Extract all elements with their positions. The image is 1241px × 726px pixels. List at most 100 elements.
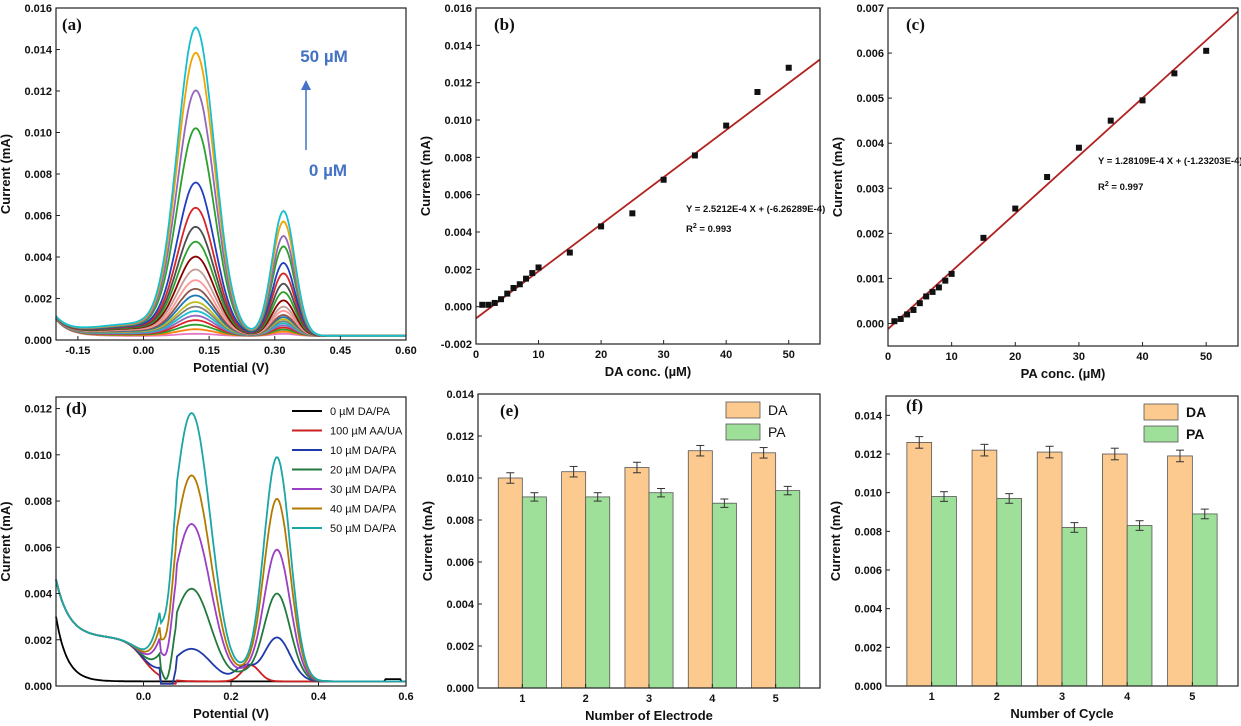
data-point bbox=[1171, 70, 1178, 77]
voltammogram-curve bbox=[55, 579, 406, 683]
y-tick-label: 0.007 bbox=[856, 3, 884, 15]
panel-label: (a) bbox=[62, 15, 82, 34]
x-tick-label: 3 bbox=[1059, 691, 1065, 703]
data-point bbox=[891, 318, 898, 325]
y-tick-label: 0.005 bbox=[856, 93, 884, 105]
bar-da bbox=[1102, 453, 1128, 687]
bar-da bbox=[906, 441, 933, 687]
bar-da bbox=[971, 449, 998, 687]
plot-frame bbox=[477, 393, 821, 689]
y-tick-label: 0.014 bbox=[446, 389, 474, 401]
data-point bbox=[510, 285, 517, 291]
y-axis-label: Current (mA) bbox=[0, 134, 13, 214]
x-tick-label: 30 bbox=[1073, 351, 1085, 363]
x-tick-label: 3 bbox=[646, 693, 652, 705]
r2-superscript: 2 bbox=[1105, 181, 1109, 188]
x-tick-label: 10 bbox=[532, 349, 544, 361]
x-tick-label: 40 bbox=[1136, 351, 1148, 363]
panel-f: 1 2 3 4 5 0.000 0.002 0.004 0.006 0.008 0.010 0.012… bbox=[828, 395, 1239, 721]
r2-prefix: R bbox=[686, 224, 693, 235]
bar-da bbox=[497, 477, 523, 689]
x-tick-label: 40 bbox=[720, 349, 732, 361]
data-point bbox=[948, 270, 955, 277]
legend-label: PA bbox=[768, 424, 786, 440]
bar-pa bbox=[711, 502, 737, 689]
x-tick-label: 0 bbox=[885, 351, 891, 363]
plot-frame bbox=[55, 396, 407, 687]
y-tick-label: 0.002 bbox=[444, 264, 472, 276]
x-tick-label: 0.6 bbox=[398, 691, 413, 703]
voltammogram-curve bbox=[55, 411, 406, 683]
y-tick-label: 0.012 bbox=[446, 431, 474, 443]
y-tick-label: 0.008 bbox=[24, 169, 52, 181]
data-point bbox=[629, 210, 636, 217]
data-point bbox=[691, 152, 698, 159]
bar-da bbox=[1167, 455, 1193, 687]
x-tick-label: 0.2 bbox=[223, 691, 238, 703]
panel-a: 0.000 0.002 0.004 0.006 0.008 0.010 0.012 0.014… bbox=[0, 3, 417, 375]
r-squared-label: R2 = 0.993 bbox=[686, 223, 731, 235]
y-tick-label: 0.010 bbox=[854, 488, 882, 500]
y-tick-label: 0.004 bbox=[856, 138, 884, 150]
bar-da bbox=[1036, 451, 1063, 687]
bar-da bbox=[687, 450, 713, 689]
x-tick-label: 0.00 bbox=[133, 345, 154, 357]
y-tick-label: 0.000 bbox=[856, 318, 884, 330]
panel-b: -0.002 0.000 0.002 0.004 0.006 0.008 0.010 0.01… bbox=[418, 3, 825, 379]
bar-pa bbox=[1191, 513, 1218, 687]
x-tick-label: 5 bbox=[1189, 691, 1195, 703]
data-point bbox=[785, 64, 792, 71]
y-tick-label: 0.002 bbox=[856, 228, 884, 240]
annotation-bottom: 0 µM bbox=[309, 161, 347, 180]
bar-pa bbox=[648, 492, 674, 689]
bar-da bbox=[624, 467, 650, 689]
panel-label: (f) bbox=[906, 396, 923, 415]
fit-line bbox=[887, 10, 1239, 330]
voltammogram-curve bbox=[55, 127, 406, 337]
data-point bbox=[504, 290, 511, 297]
fit-equation: Y = 2.5212E-4 X + (-6.26289E-4) bbox=[686, 204, 825, 215]
data-point bbox=[904, 311, 911, 318]
data-point bbox=[1203, 47, 1210, 54]
bar-pa bbox=[931, 496, 957, 687]
y-tick-label: 0.006 bbox=[446, 557, 474, 569]
legend-label: 0 µM DA/PA bbox=[330, 406, 391, 418]
bar-pa bbox=[585, 496, 611, 689]
y-tick-label: 0.008 bbox=[24, 496, 52, 508]
panel-label: (b) bbox=[494, 15, 515, 34]
bar-pa bbox=[775, 490, 801, 689]
y-tick-label: 0.014 bbox=[444, 40, 472, 52]
x-axis-label: PA conc. (µM) bbox=[1021, 366, 1106, 381]
y-tick-label: 0.010 bbox=[24, 450, 52, 462]
panel-label: (d) bbox=[66, 399, 87, 418]
y-axis-label: Current (mA) bbox=[830, 137, 845, 217]
data-point bbox=[942, 277, 949, 284]
legend-swatch bbox=[1143, 425, 1179, 443]
x-tick-label: 20 bbox=[1009, 351, 1021, 363]
y-tick-label: 0.000 bbox=[854, 681, 882, 693]
data-point bbox=[723, 122, 730, 129]
y-tick-label: 0.004 bbox=[24, 252, 52, 264]
y-axis-label: Current (mA) bbox=[828, 501, 843, 581]
data-point bbox=[923, 293, 930, 300]
data-point bbox=[910, 306, 917, 313]
y-tick-label: 0.012 bbox=[444, 78, 472, 90]
x-axis-label: Potential (V) bbox=[193, 706, 269, 721]
y-axis-label: Current (mA) bbox=[0, 501, 13, 581]
data-point bbox=[1044, 174, 1051, 180]
x-tick-label: 0.30 bbox=[264, 345, 285, 357]
legend-label: PA bbox=[1186, 426, 1204, 442]
y-tick-label: 0.014 bbox=[854, 410, 882, 422]
x-tick-label: 4 bbox=[1124, 691, 1131, 703]
y-tick-label: 0.006 bbox=[24, 542, 52, 554]
y-tick-label: 0.006 bbox=[444, 190, 472, 202]
y-axis-label: Current (mA) bbox=[418, 136, 433, 216]
legend-label: 40 µM DA/PA bbox=[330, 504, 397, 516]
y-tick-label: 0.014 bbox=[24, 45, 52, 57]
legend-label: 10 µM DA/PA bbox=[330, 445, 397, 457]
legend-label: 100 µM AA/UA bbox=[330, 426, 403, 438]
y-tick-label: -0.002 bbox=[441, 339, 472, 351]
y-tick-label: 0.004 bbox=[24, 589, 52, 601]
bar-pa bbox=[521, 496, 547, 689]
legend-label: 20 µM DA/PA bbox=[330, 465, 397, 477]
